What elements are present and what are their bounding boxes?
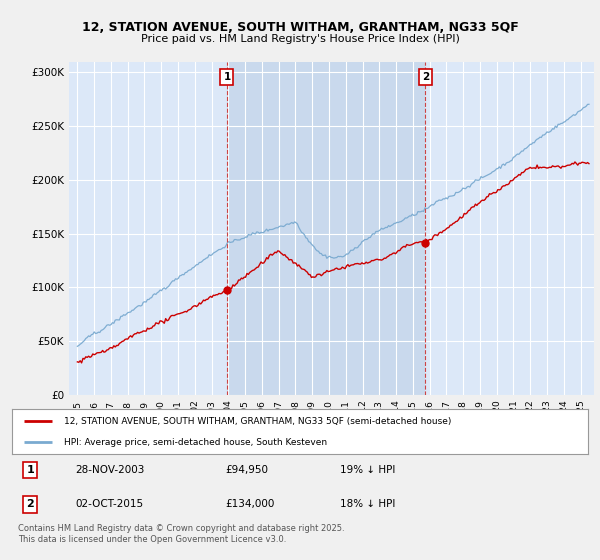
- Text: 19% ↓ HPI: 19% ↓ HPI: [340, 465, 395, 475]
- Text: 1: 1: [26, 465, 34, 475]
- Text: 12, STATION AVENUE, SOUTH WITHAM, GRANTHAM, NG33 5QF (semi-detached house): 12, STATION AVENUE, SOUTH WITHAM, GRANTH…: [64, 417, 451, 426]
- Text: £94,950: £94,950: [225, 465, 268, 475]
- Text: This data is licensed under the Open Government Licence v3.0.: This data is licensed under the Open Gov…: [18, 535, 286, 544]
- Text: 28-NOV-2003: 28-NOV-2003: [76, 465, 145, 475]
- Text: 2: 2: [26, 500, 34, 510]
- Text: Contains HM Land Registry data © Crown copyright and database right 2025.: Contains HM Land Registry data © Crown c…: [18, 524, 344, 533]
- Text: £134,000: £134,000: [225, 500, 274, 510]
- Text: 18% ↓ HPI: 18% ↓ HPI: [340, 500, 395, 510]
- Text: 12, STATION AVENUE, SOUTH WITHAM, GRANTHAM, NG33 5QF: 12, STATION AVENUE, SOUTH WITHAM, GRANTH…: [82, 21, 518, 34]
- Text: HPI: Average price, semi-detached house, South Kesteven: HPI: Average price, semi-detached house,…: [64, 438, 327, 447]
- Text: Price paid vs. HM Land Registry's House Price Index (HPI): Price paid vs. HM Land Registry's House …: [140, 34, 460, 44]
- Text: 2: 2: [422, 72, 429, 82]
- Text: 02-OCT-2015: 02-OCT-2015: [76, 500, 143, 510]
- Bar: [227, 62, 425, 395]
- Text: 1: 1: [223, 72, 230, 82]
